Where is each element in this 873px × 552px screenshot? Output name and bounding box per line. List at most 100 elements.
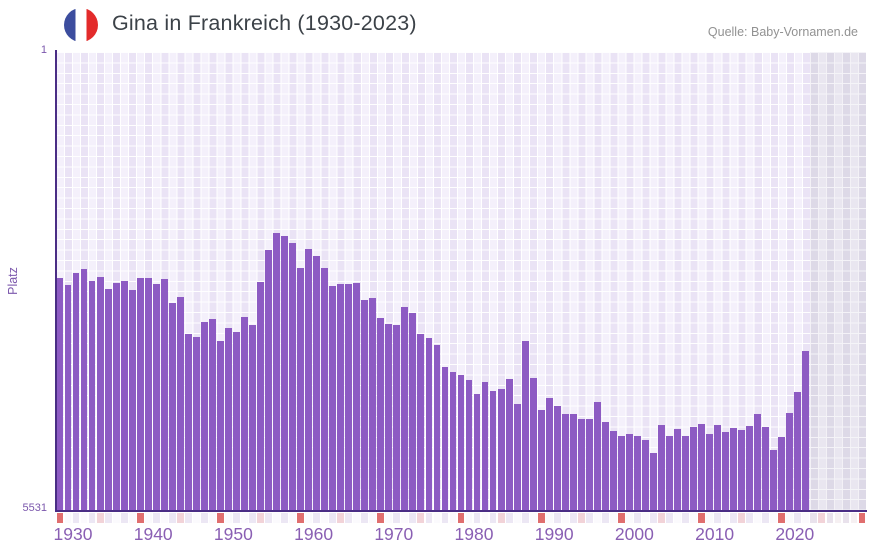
strip-cell-1988	[521, 513, 529, 523]
bar-1952[interactable]	[233, 331, 240, 510]
bar-2002[interactable]	[634, 435, 641, 510]
bar-1996[interactable]	[585, 419, 593, 510]
strip-cell-1964	[329, 513, 337, 523]
bar-2012[interactable]	[714, 425, 722, 510]
bar-1945[interactable]	[176, 296, 184, 510]
bar-2022[interactable]	[794, 391, 802, 510]
bar-1940[interactable]	[136, 278, 144, 510]
bar-2015[interactable]	[738, 429, 746, 510]
bar-2019[interactable]	[770, 449, 778, 510]
bar-2009[interactable]	[690, 427, 697, 510]
bar-1966[interactable]	[345, 283, 353, 510]
bar-1946[interactable]	[184, 333, 192, 510]
bar-1982[interactable]	[473, 394, 481, 510]
bar-1988[interactable]	[521, 340, 529, 510]
bar-2000[interactable]	[617, 435, 625, 510]
bar-1983[interactable]	[481, 381, 489, 510]
bar-1962[interactable]	[313, 256, 321, 510]
bar-1958[interactable]	[281, 236, 288, 510]
bar-1939[interactable]	[128, 290, 136, 510]
bar-1938[interactable]	[120, 280, 128, 510]
bar-2004[interactable]	[650, 453, 657, 510]
bar-1959[interactable]	[289, 243, 296, 510]
bar-1935[interactable]	[96, 276, 104, 510]
bar-1999[interactable]	[609, 430, 617, 510]
bar-1951[interactable]	[225, 328, 232, 510]
bar-2006[interactable]	[666, 436, 673, 510]
bar-1986[interactable]	[505, 379, 513, 510]
bar-1931[interactable]	[64, 285, 72, 510]
bar-2001[interactable]	[626, 434, 633, 510]
strip-cell-2000	[617, 513, 625, 523]
bar-1971[interactable]	[385, 324, 393, 510]
bar-2023[interactable]	[802, 350, 810, 510]
bar-2005[interactable]	[658, 424, 665, 510]
bar-1981[interactable]	[465, 379, 473, 510]
bar-1942[interactable]	[152, 283, 160, 510]
bar-1968[interactable]	[361, 299, 369, 510]
strip-cell-2007	[674, 513, 681, 523]
bar-2016[interactable]	[746, 425, 754, 510]
bar-1953[interactable]	[241, 316, 248, 510]
bar-2014[interactable]	[730, 428, 738, 510]
bar-2021[interactable]	[786, 413, 794, 510]
bar-1943[interactable]	[160, 279, 168, 510]
bar-1998[interactable]	[601, 421, 609, 510]
bar-1994[interactable]	[569, 413, 577, 510]
bar-1997[interactable]	[593, 401, 601, 510]
bar-1937[interactable]	[112, 283, 120, 510]
bar-1984[interactable]	[489, 391, 497, 510]
bar-1993[interactable]	[561, 413, 569, 510]
bar-1933[interactable]	[80, 269, 88, 510]
bar-1954[interactable]	[249, 324, 256, 510]
bar-1990[interactable]	[537, 410, 545, 510]
bar-1960[interactable]	[297, 268, 304, 510]
bar-1995[interactable]	[577, 419, 585, 510]
bar-1985[interactable]	[497, 388, 505, 510]
bar-1991[interactable]	[545, 397, 553, 510]
bar-1978[interactable]	[441, 366, 449, 510]
bar-1957[interactable]	[273, 233, 280, 510]
bar-1934[interactable]	[88, 280, 96, 510]
bar-2003[interactable]	[642, 439, 649, 510]
bar-1989[interactable]	[529, 377, 537, 510]
bar-1961[interactable]	[305, 249, 313, 510]
bar-1955[interactable]	[257, 281, 264, 510]
bar-1977[interactable]	[433, 345, 441, 510]
bar-1956[interactable]	[265, 249, 272, 510]
bar-1992[interactable]	[553, 406, 561, 510]
bar-2008[interactable]	[682, 435, 689, 510]
bar-1948[interactable]	[200, 321, 208, 510]
strip-cell-1963	[321, 513, 329, 523]
bar-2007[interactable]	[674, 428, 681, 510]
bar-2020[interactable]	[778, 437, 786, 510]
bar-1976[interactable]	[425, 337, 433, 510]
bar-1980[interactable]	[457, 374, 465, 510]
bar-2011[interactable]	[706, 433, 714, 510]
bar-2018[interactable]	[762, 426, 770, 510]
bar-1930[interactable]	[56, 278, 64, 510]
bar-1975[interactable]	[417, 333, 425, 510]
bar-1987[interactable]	[513, 403, 521, 510]
bar-2010[interactable]	[698, 423, 705, 510]
bar-1973[interactable]	[401, 306, 409, 510]
bar-1950[interactable]	[216, 340, 224, 510]
bar-1972[interactable]	[393, 324, 401, 510]
bar-1963[interactable]	[321, 268, 329, 510]
bar-2017[interactable]	[754, 414, 762, 510]
bar-1974[interactable]	[409, 313, 417, 510]
bar-1979[interactable]	[449, 371, 457, 510]
bar-1969[interactable]	[369, 297, 377, 510]
strip-cell-1992	[553, 513, 561, 523]
bar-1944[interactable]	[168, 302, 176, 510]
bar-1970[interactable]	[377, 317, 385, 510]
bar-1949[interactable]	[208, 319, 216, 510]
bar-1932[interactable]	[72, 273, 80, 510]
bar-1964[interactable]	[329, 285, 337, 510]
bar-1965[interactable]	[337, 283, 345, 510]
bar-1941[interactable]	[144, 278, 152, 510]
bar-1947[interactable]	[192, 336, 200, 510]
bar-1936[interactable]	[104, 289, 112, 510]
bar-1967[interactable]	[353, 282, 361, 510]
bar-2013[interactable]	[722, 431, 730, 510]
